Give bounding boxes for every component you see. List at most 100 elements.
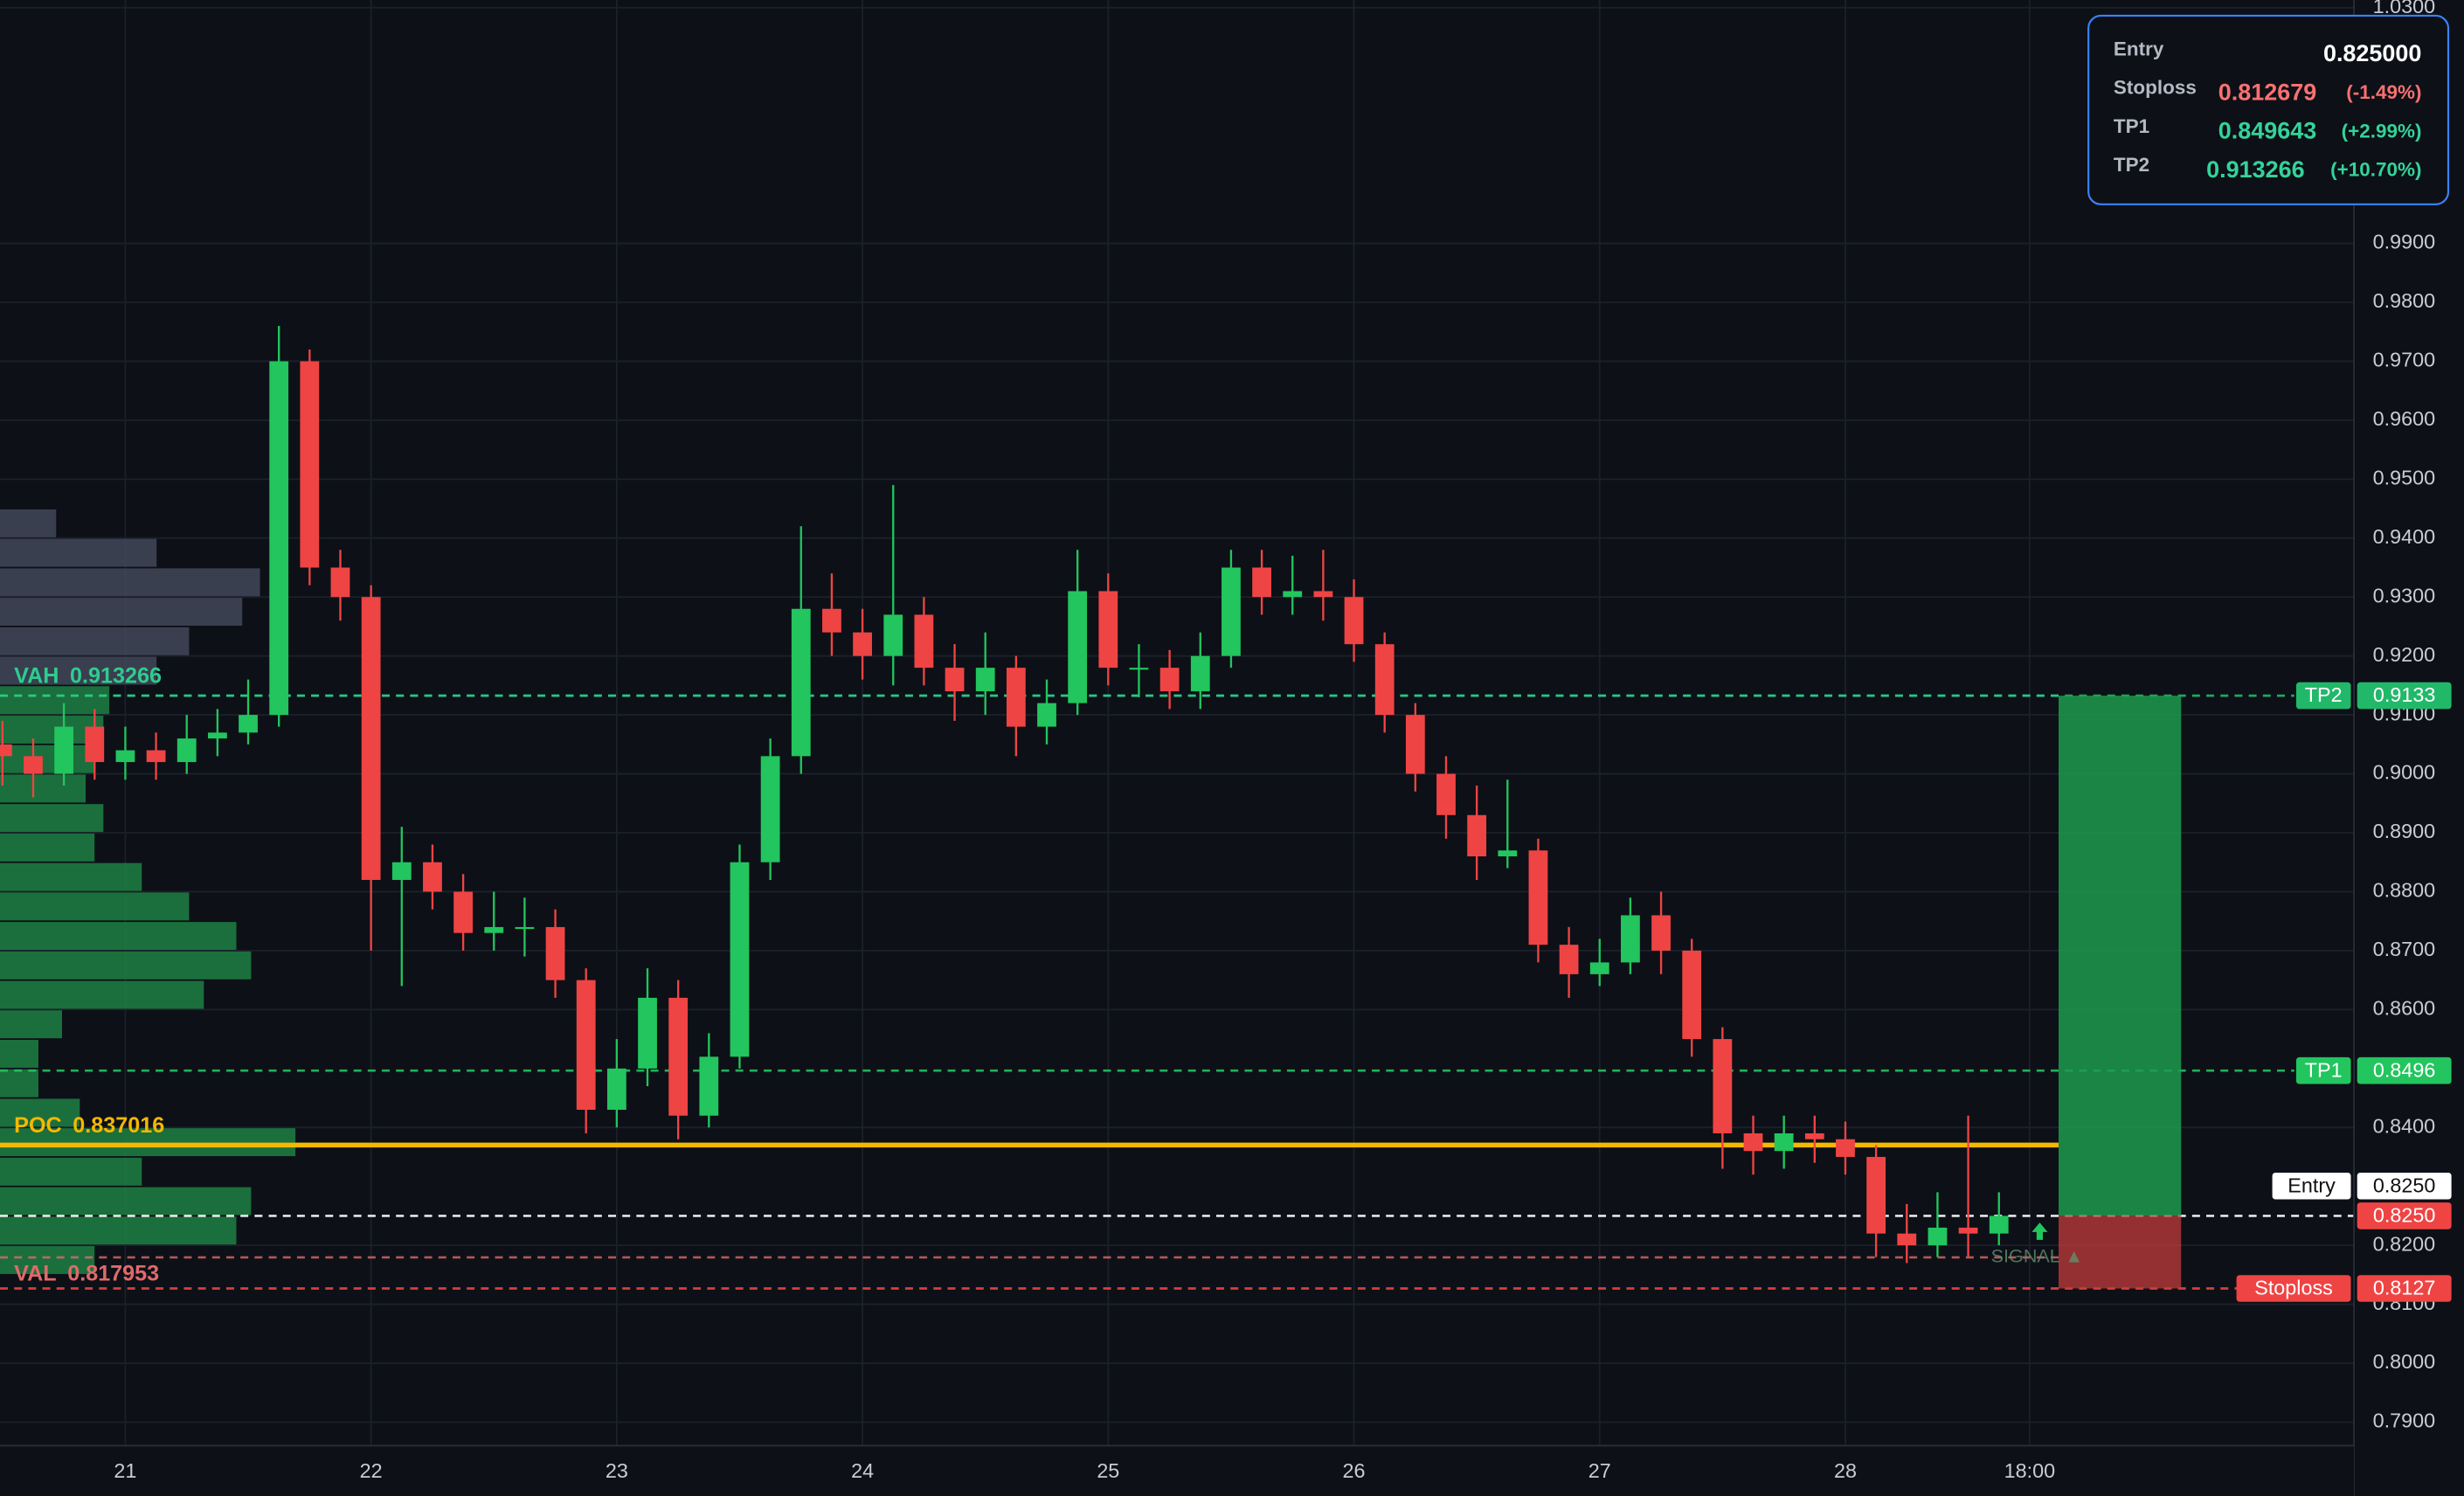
x-tick-label: 21 (114, 1459, 136, 1482)
candle-body (576, 980, 596, 1111)
candle-body (1589, 962, 1609, 974)
candle-body (975, 668, 995, 692)
candle-body (791, 608, 811, 757)
candle-body (1528, 850, 1548, 945)
candle-body (1682, 950, 1702, 1040)
y-tick-label: 0.8400 (2373, 1114, 2435, 1137)
x-tick-label: 25 (1097, 1459, 1119, 1482)
level-price-tag (2357, 682, 2452, 710)
profile-bar (0, 745, 95, 773)
candle-body (423, 862, 442, 892)
last-price-label: 0.8250 (2373, 1203, 2435, 1226)
x-tick-label: 24 (851, 1459, 874, 1482)
profile-level-name: POC (14, 1112, 62, 1137)
candle-body (1344, 597, 1364, 645)
y-tick-label: 0.9400 (2373, 525, 2435, 548)
level-tag (2236, 1275, 2351, 1302)
candle-body (146, 750, 166, 763)
panel-name: Stoploss (2114, 77, 2197, 99)
profile-bar (0, 538, 157, 567)
position-profit (2058, 696, 2182, 1216)
x-tick-label: 26 (1343, 1459, 1366, 1482)
candle-body (176, 738, 197, 763)
y-tick-label: 0.9900 (2373, 231, 2435, 253)
profile-bar (0, 1187, 252, 1216)
level-price-tag (2357, 1056, 2452, 1084)
candle-body (1313, 591, 1333, 598)
profile-level-name: VAL (14, 1261, 56, 1285)
profile-level-value: 0.913266 (70, 663, 162, 688)
y-tick-label: 0.9000 (2373, 761, 2435, 784)
y-tick-label: 0.9200 (2373, 643, 2435, 666)
candle-body (822, 608, 841, 633)
profile-bar (0, 509, 57, 537)
candle-body (668, 997, 689, 1116)
y-tick-label: 0.8900 (2373, 820, 2435, 842)
candle-body (545, 926, 565, 980)
candle-body (1006, 668, 1026, 727)
y-tick-label: 0.9600 (2373, 407, 2435, 430)
y-tick-label: 0.9500 (2373, 467, 2435, 489)
info-panel (2087, 14, 2450, 205)
time-axis (0, 1445, 2355, 1496)
profile-level-value: 0.837016 (73, 1112, 164, 1137)
candle-body (85, 726, 105, 763)
profile-bar (0, 1128, 296, 1157)
candle-body (1743, 1132, 1763, 1152)
candle-body (391, 862, 412, 880)
panel-change: (+2.99%) (2342, 120, 2422, 142)
candle-body (1190, 655, 1210, 692)
profile-bar (0, 862, 142, 891)
y-tick-label: 0.8600 (2373, 997, 2435, 1020)
level-price-tag (2357, 1172, 2452, 1200)
candle-body (1374, 644, 1395, 716)
x-tick-label: 23 (606, 1459, 628, 1482)
candle-body (453, 891, 474, 933)
profile-bar (0, 1039, 38, 1068)
candle-body (1436, 773, 1456, 815)
candle-body (1958, 1227, 1978, 1234)
profile-bar (0, 1010, 63, 1039)
level-price-tag (2357, 1275, 2452, 1302)
candle-body (1222, 567, 1241, 656)
candle-body (115, 750, 135, 763)
panel-price: 0.913266 (2206, 156, 2304, 183)
candle-body (1866, 1156, 1886, 1234)
y-tick-label: 0.9300 (2373, 584, 2435, 606)
candle-body (1068, 591, 1088, 703)
candle-body (361, 597, 381, 880)
candle-body (760, 756, 780, 862)
profile-bar (0, 892, 190, 921)
candle-body (239, 715, 258, 733)
candle-body (1405, 715, 1425, 774)
candle-body (1498, 850, 1518, 856)
profile-bar (0, 922, 237, 951)
level-tag-name: Entry (2288, 1174, 2336, 1196)
candle-body (330, 567, 350, 598)
y-tick-label: 0.8200 (2373, 1232, 2435, 1255)
y-tick-label: 0.9800 (2373, 289, 2435, 312)
profile-bar (0, 1216, 237, 1245)
candle-body (1836, 1139, 1855, 1157)
candle-body (1098, 591, 1118, 668)
y-tick-label: 1.0300 (2373, 0, 2435, 17)
candle-body (1252, 567, 1271, 598)
level-tag-name: Stoploss (2254, 1277, 2333, 1299)
level-tag-name: TP1 (2305, 1058, 2343, 1081)
panel-price: 0.849643 (2218, 118, 2316, 144)
candle-body (24, 756, 43, 774)
level-tag (2295, 682, 2351, 710)
candle-body (1804, 1132, 1824, 1139)
candle-body (699, 1056, 719, 1116)
candle-body (1467, 814, 1487, 856)
profile-bar (0, 804, 104, 833)
profile-bar (0, 980, 204, 1009)
candle-body (730, 862, 750, 1057)
candle-body (1037, 703, 1056, 727)
candle-body (914, 614, 934, 668)
profile-bar (0, 568, 260, 597)
profile-level-name: VAH (14, 663, 59, 688)
panel-price: 0.825000 (2323, 40, 2421, 66)
